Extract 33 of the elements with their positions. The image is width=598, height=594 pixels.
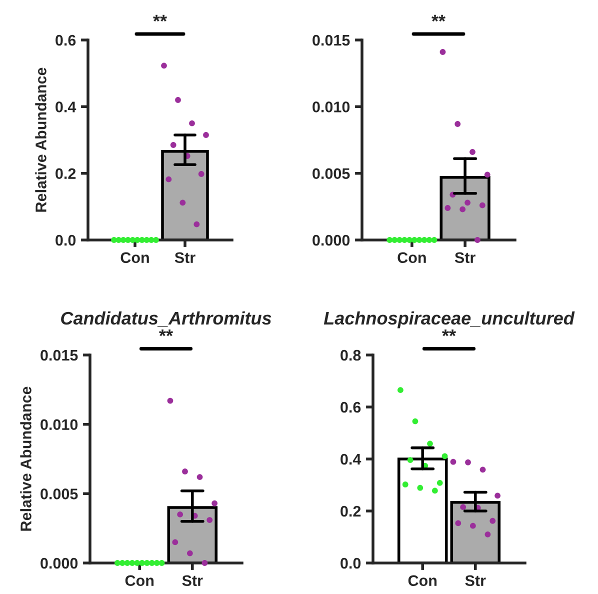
x-tick-label: Str [174, 252, 196, 264]
x-tick-label: Str [454, 252, 476, 264]
y-tick-label: 0.010 [312, 102, 350, 112]
y-tick-label: 0.0 [340, 558, 361, 569]
y-tick-label: 0.000 [312, 234, 350, 246]
chart-title: Lachnospiraceae_uncultured [324, 311, 575, 328]
y-tick-label: 0.015 [40, 350, 78, 361]
y-tick-label: 0.6 [56, 34, 76, 46]
x-tick-label: Con [125, 575, 154, 586]
text: ** [159, 329, 174, 336]
x-tick-label: Con [398, 252, 426, 264]
y-tick-label: 0.000 [40, 558, 78, 569]
y-tick-label: 0.005 [312, 168, 350, 180]
text: ** [153, 14, 168, 22]
y-tick-label: 0.6 [340, 402, 361, 413]
y-tick-label: 0.0 [56, 234, 76, 246]
y-axis-title: Relative Abundance [20, 386, 32, 531]
y-tick-label: 0.2 [340, 506, 361, 517]
text: ** [442, 329, 456, 336]
y-tick-label: 0.010 [40, 419, 78, 430]
y-tick-label: 0.4 [56, 102, 76, 112]
y-axis-title: Relative Abundance [35, 68, 46, 212]
x-tick-label: Con [408, 575, 437, 586]
y-tick-label: 0.015 [312, 34, 350, 46]
text: ** [432, 14, 446, 22]
y-tick-label: 0.005 [40, 488, 78, 500]
y-tick-label: 0.8 [340, 350, 361, 361]
x-tick-label: Str [465, 575, 486, 586]
chart-title: Candidatus_Arthromitus [61, 311, 272, 327]
y-tick-label: 0.4 [340, 454, 362, 465]
y-tick-label: 0.2 [56, 168, 76, 180]
x-tick-label: Str [182, 575, 203, 586]
x-tick-label: Con [120, 252, 149, 264]
